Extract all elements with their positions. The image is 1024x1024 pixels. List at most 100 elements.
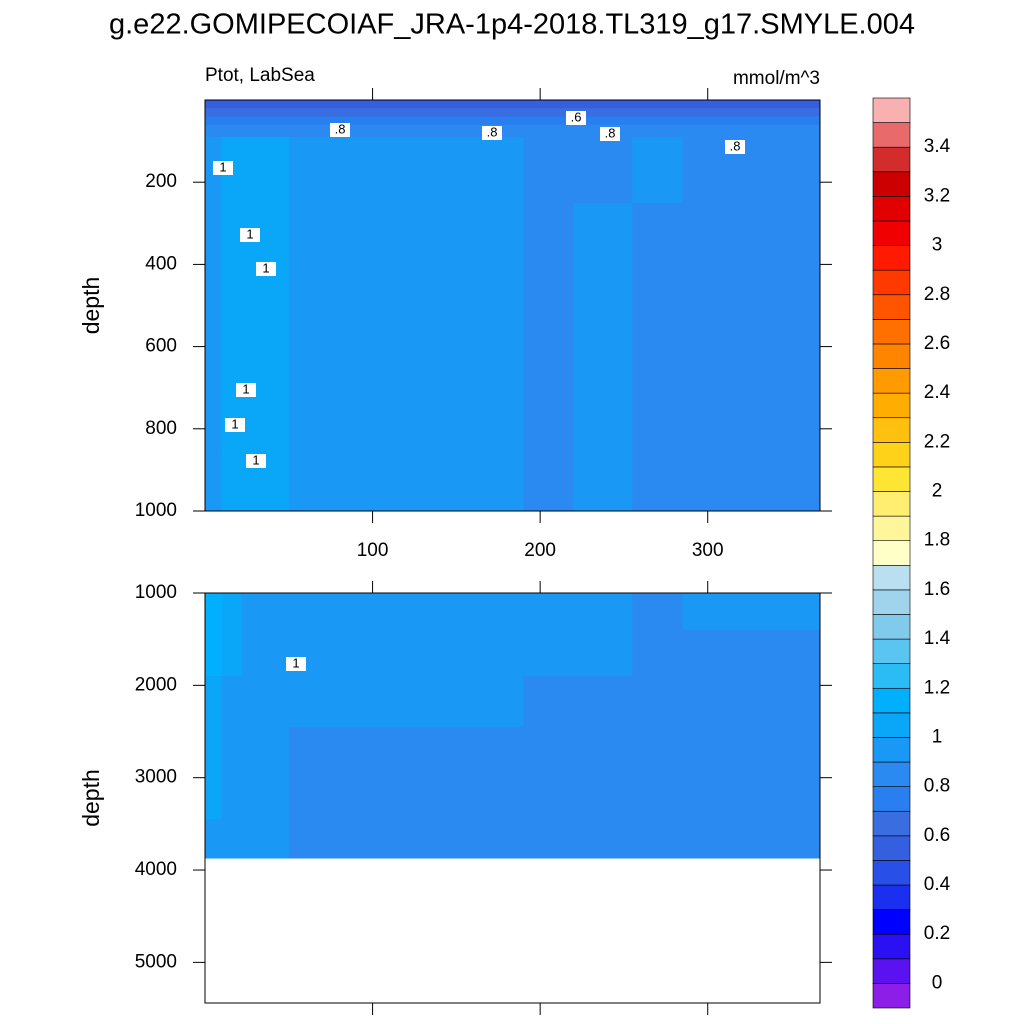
colorbar-box (872, 663, 911, 689)
colorbar-box (872, 294, 911, 320)
contour-cell (523, 116, 575, 126)
y-axis-label: depth (78, 277, 104, 335)
colorbar-box (872, 589, 911, 615)
contour-label-bg (330, 123, 350, 137)
colorbar-box (872, 392, 911, 419)
contour-label-bg (482, 126, 502, 140)
contour-cell (288, 202, 407, 327)
subtitle-right: mmol/m^3 (733, 68, 820, 89)
contour-cell (682, 100, 742, 109)
contour-cell (632, 202, 684, 327)
contour-cell (241, 116, 290, 126)
contour-cell (523, 100, 575, 109)
contour-cell (682, 202, 742, 327)
contour-cell (741, 108, 820, 117)
contour-cell (406, 449, 524, 511)
contour-label: 1 (292, 655, 299, 670)
colorbar-label: 0.2 (924, 923, 950, 944)
contour-cell (523, 726, 575, 774)
colorbar-box (872, 761, 911, 787)
contour-cell (241, 124, 290, 138)
colorbar-label: 3.2 (924, 185, 950, 206)
contour-label-bg (236, 383, 256, 397)
contour-cell (241, 629, 290, 677)
colorbar-label: 0 (932, 972, 943, 993)
y-tick-label: 400 (145, 253, 177, 274)
contour-cell (741, 676, 820, 728)
contour-cell (682, 124, 742, 138)
contour-cell (741, 726, 820, 774)
contour-cell (406, 726, 524, 774)
contour-cell (523, 326, 575, 450)
contour-label-bg (225, 418, 245, 432)
contour-cell (221, 726, 243, 774)
colorbar-box (872, 687, 911, 714)
contour-cell (682, 116, 742, 126)
contour-cell (682, 726, 742, 774)
contour-cell (573, 676, 633, 728)
contour-cell (221, 202, 243, 327)
contour-cell (205, 449, 223, 511)
contour-cell (573, 593, 633, 631)
colorbar-box (872, 442, 911, 468)
contour-cell (205, 676, 223, 728)
contour-cell (288, 449, 407, 511)
contour-cell (406, 116, 524, 126)
y-axis-label: depth (78, 769, 104, 827)
contour-label: .8 (335, 121, 346, 136)
contour-label-bg (213, 161, 233, 175)
colorbar-label: 2.4 (924, 382, 951, 403)
contour-cell (523, 629, 575, 677)
contour-cell (205, 108, 223, 117)
contour-label-bg (566, 111, 586, 125)
contour-cell (573, 773, 633, 820)
contour-cell (406, 629, 524, 677)
contour-cell (573, 202, 633, 327)
colorbar-label: 1.6 (924, 579, 950, 600)
contour-cell (241, 726, 290, 774)
colorbar-box (872, 122, 911, 148)
contour-cell (406, 593, 524, 631)
colorbar-box (872, 933, 911, 960)
colorbar-label: 2.6 (924, 333, 950, 354)
colorbar-box (872, 466, 911, 492)
contour-cell (406, 676, 524, 728)
contour-cell (406, 773, 524, 820)
contour-label: .8 (730, 138, 741, 153)
contour-cell (523, 449, 575, 511)
contour-cell (288, 116, 407, 126)
contour-cell (205, 202, 223, 327)
contour-cell (573, 136, 633, 204)
contour-cell (221, 100, 243, 109)
colorbar-label: 0.8 (924, 776, 950, 797)
contour-cell (682, 629, 742, 677)
contour-label-bg (246, 454, 266, 468)
contour-label-bg (240, 228, 260, 242)
contour-cell (406, 136, 524, 204)
colorbar-label: 1.8 (924, 530, 950, 551)
contour-cell (523, 773, 575, 820)
contour-cell (741, 773, 820, 820)
contour-cell (682, 326, 742, 450)
contour-cell (573, 449, 633, 511)
colorbar-label: 0.6 (924, 825, 950, 846)
contour-cell (241, 136, 290, 204)
contour-cell (523, 136, 575, 204)
contour-cell (406, 124, 524, 138)
contour-cell (523, 593, 575, 631)
contour-cell (741, 593, 820, 631)
contour-cell (288, 629, 407, 677)
contour-cell (632, 449, 684, 511)
contour-cell (205, 629, 223, 677)
contour-cell (241, 593, 290, 631)
contour-cell (523, 819, 575, 859)
contour-cell (288, 593, 407, 631)
contour-cell (221, 676, 243, 728)
contour-label: 1 (242, 381, 249, 396)
colorbar-box (872, 417, 911, 443)
colorbar-box (872, 319, 911, 345)
contour-cell (573, 108, 633, 117)
contour-cell (573, 116, 633, 126)
y-tick-label: 200 (145, 171, 177, 192)
